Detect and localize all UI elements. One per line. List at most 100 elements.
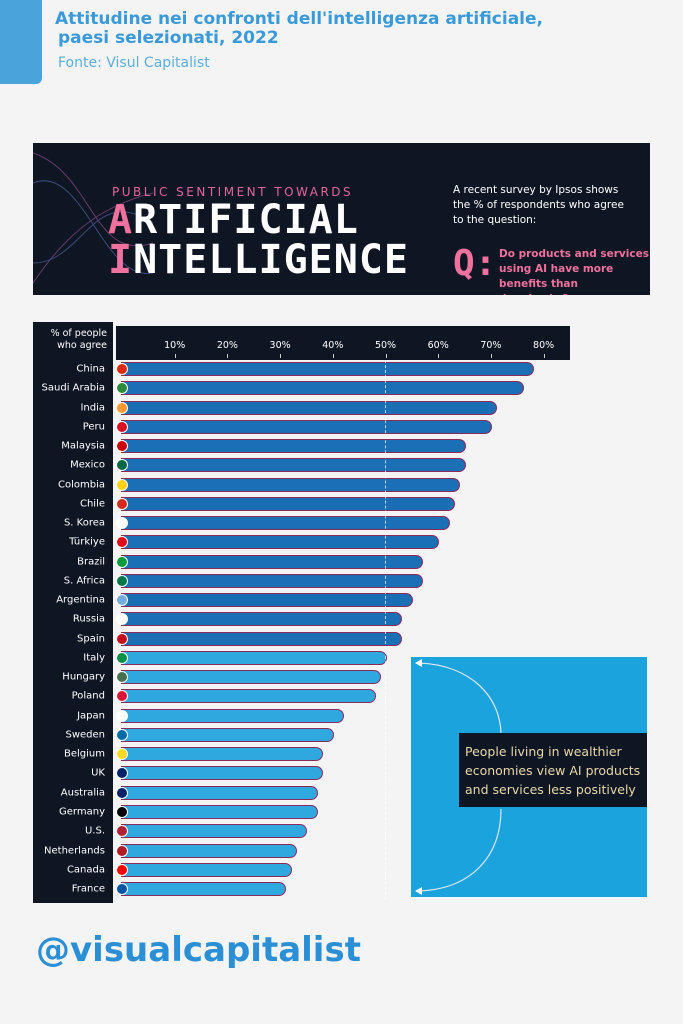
flag-icon	[116, 517, 128, 530]
x-tick-mark	[332, 354, 334, 358]
x-tick-mark	[543, 354, 545, 358]
bar-sweden	[122, 728, 333, 741]
country-label: Poland	[71, 690, 105, 702]
country-label: France	[71, 883, 105, 895]
country-label: Australia	[60, 787, 105, 799]
flag-icon	[116, 632, 128, 645]
banner-kicker: PUBLIC SENTIMENT TOWARDS	[112, 185, 354, 199]
country-label: Spain	[77, 633, 105, 645]
x-tick-mark	[227, 354, 229, 358]
banner: PUBLIC SENTIMENT TOWARDS ARTIFICIAL INTE…	[33, 143, 650, 295]
country-label-column: % of people who agree China Saudi Arabia I…	[33, 322, 113, 903]
flag-icon	[116, 459, 128, 472]
bar-spain	[122, 632, 402, 645]
flag-icon	[116, 420, 128, 433]
flag-icon	[116, 863, 128, 876]
flag-icon	[116, 671, 128, 684]
x-tick-mark	[438, 354, 440, 358]
bar-argentina	[122, 594, 412, 607]
x-tick-label: 80%	[533, 340, 555, 351]
flag-icon	[116, 497, 128, 510]
flag-icon	[116, 401, 128, 414]
bar-australia	[122, 786, 317, 799]
bar-japan	[122, 709, 344, 722]
country-label: Argentina	[56, 594, 105, 606]
x-tick-label: 40%	[322, 340, 344, 351]
country-label: Brazil	[77, 556, 105, 568]
bar-france	[122, 883, 286, 896]
flag-icon	[116, 690, 128, 703]
country-label: Colombia	[58, 479, 105, 491]
banner-title-line2: INTELLIGENCE	[108, 237, 409, 283]
bar-belgium	[122, 748, 323, 761]
flag-icon	[116, 709, 128, 722]
flag-icon	[116, 613, 128, 626]
annotation-text: People living in wealthier economies vie…	[459, 733, 647, 807]
footer-handle: @visualcapitalist	[36, 930, 361, 970]
bar-brazil	[122, 555, 423, 568]
bar-india	[122, 401, 497, 414]
x-tick-mark	[280, 354, 282, 358]
flag-icon	[116, 825, 128, 838]
flag-icon	[116, 883, 128, 896]
flag-icon	[116, 594, 128, 607]
country-label: Sweden	[65, 729, 105, 741]
x-tick-label: 70%	[480, 340, 502, 351]
country-label: Hungary	[62, 671, 105, 683]
survey-question: Do products and services using AI have m…	[499, 248, 649, 295]
bar-peru	[122, 420, 491, 433]
page-title: Attitudine nei confronti dell'intelligen…	[55, 9, 543, 48]
bar-uk	[122, 767, 323, 780]
bar-colombia	[122, 478, 460, 491]
flag-icon	[116, 805, 128, 818]
bracket-arrows-icon	[415, 659, 502, 895]
x-axis: 10% 20% 30% 40% 50% 60% 70% 80%	[116, 326, 570, 360]
bar-china	[122, 363, 534, 375]
x-tick-label: 20%	[216, 340, 238, 351]
country-label: U.S.	[84, 825, 105, 837]
bar-italy	[122, 651, 386, 664]
country-label: Russia	[72, 613, 105, 625]
question-marker: Q:	[453, 243, 497, 284]
country-label: UK	[91, 767, 105, 779]
country-label: Canada	[66, 864, 105, 876]
country-label: Chile	[79, 498, 105, 510]
country-label: Japan	[77, 710, 105, 722]
bar-germany	[122, 805, 317, 818]
country-label: Peru	[82, 421, 105, 433]
bar-u-s-	[122, 825, 307, 838]
country-label: India	[80, 402, 105, 414]
flag-icon	[116, 728, 128, 741]
flag-icon	[116, 478, 128, 491]
country-label: Belgium	[64, 748, 105, 760]
bar-t-rkiye	[122, 536, 439, 549]
bar-s-africa	[122, 574, 423, 587]
country-label: Türkiye	[69, 536, 105, 548]
bar-canada	[122, 863, 291, 876]
country-label: S. Korea	[63, 517, 105, 529]
flag-icon	[116, 651, 128, 664]
x-tick-mark	[385, 354, 387, 358]
x-tick-label: 50%	[374, 340, 397, 351]
country-label: Italy	[83, 652, 105, 664]
flag-icon	[116, 844, 128, 857]
wave-decoration	[33, 152, 154, 284]
banner-title-line1: ARTIFICIAL	[108, 197, 359, 243]
bar-russia	[122, 613, 402, 626]
y-axis-label: % of people who agree	[50, 328, 107, 351]
country-label: China	[76, 363, 105, 375]
country-label: Netherlands	[44, 845, 105, 856]
x-tick-mark	[174, 354, 176, 358]
bar-malaysia	[122, 440, 465, 453]
bar-saudi-arabia	[122, 382, 523, 395]
country-label: Saudi Arabia	[41, 382, 105, 394]
x-tick-label: 30%	[269, 340, 291, 351]
country-label: Germany	[59, 806, 105, 818]
x-tick-label: 60%	[427, 340, 449, 351]
flag-icon	[116, 363, 128, 375]
bar-netherlands	[122, 844, 296, 857]
bar-mexico	[122, 459, 465, 472]
annotation-panel: People living in wealthier economies vie…	[411, 657, 647, 897]
flag-icon	[116, 440, 128, 453]
x-tick-label: 10%	[164, 340, 186, 351]
